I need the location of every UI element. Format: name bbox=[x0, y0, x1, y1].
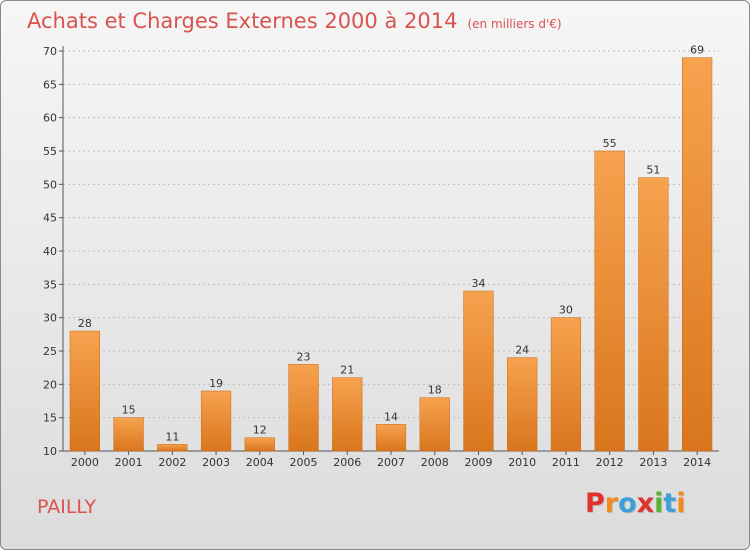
x-tick-label-2010: 2010 bbox=[508, 456, 536, 469]
x-tick-label-2005: 2005 bbox=[290, 456, 318, 469]
x-tick-label-2001: 2001 bbox=[115, 456, 143, 469]
y-tick-label: 25 bbox=[43, 345, 57, 358]
x-tick-label-2002: 2002 bbox=[158, 456, 186, 469]
y-tick-label: 20 bbox=[43, 378, 57, 391]
bar-2001 bbox=[113, 417, 144, 452]
logo-letter: x bbox=[636, 488, 655, 519]
value-label-2006: 21 bbox=[340, 364, 354, 377]
value-label-2013: 51 bbox=[646, 164, 660, 177]
value-label-2010: 24 bbox=[515, 344, 529, 357]
x-tick-label-2009: 2009 bbox=[464, 456, 492, 469]
logo-letter: o bbox=[618, 488, 637, 519]
x-tick-label-2008: 2008 bbox=[421, 456, 449, 469]
bar-2008 bbox=[419, 397, 450, 452]
value-label-2007: 14 bbox=[384, 410, 398, 423]
y-tick-label: 55 bbox=[43, 145, 57, 158]
y-tick-label: 45 bbox=[43, 212, 57, 225]
bar-2013 bbox=[638, 177, 669, 452]
y-tick-label: 50 bbox=[43, 178, 57, 191]
y-tick-label: 60 bbox=[43, 112, 57, 125]
data-labels: 28 15 11 19 12 23 21 14 18 34 24 30 55 51 69 bbox=[78, 44, 704, 444]
logo-letter: P bbox=[585, 488, 605, 519]
x-tick-label-2011: 2011 bbox=[552, 456, 580, 469]
x-tick-label-2000: 2000 bbox=[71, 456, 99, 469]
value-label-2003: 19 bbox=[209, 377, 223, 390]
y-tick-label: 30 bbox=[43, 312, 57, 325]
value-label-2002: 11 bbox=[165, 430, 179, 443]
value-label-2000: 28 bbox=[78, 317, 92, 330]
logo-letter: i bbox=[654, 488, 664, 519]
chart-title-text: Achats et Charges Externes 2000 à 2014 bbox=[27, 9, 458, 33]
value-label-2014: 69 bbox=[690, 44, 704, 57]
y-tick-label: 70 bbox=[43, 45, 57, 58]
bar-2005 bbox=[288, 364, 319, 452]
x-tick-label-2004: 2004 bbox=[246, 456, 274, 469]
logo-letter: r bbox=[604, 488, 619, 519]
bar-2003 bbox=[200, 390, 232, 452]
y-tick-label: 15 bbox=[43, 412, 57, 425]
bars bbox=[69, 57, 713, 452]
bar-2011 bbox=[550, 317, 582, 452]
x-tick-label-2013: 2013 bbox=[639, 456, 667, 469]
bar-2010 bbox=[507, 357, 538, 452]
bar-2009 bbox=[463, 290, 494, 452]
bar-2002 bbox=[157, 444, 188, 452]
value-label-2001: 15 bbox=[122, 404, 136, 417]
value-label-2012: 55 bbox=[603, 137, 617, 150]
bar-2006 bbox=[332, 377, 363, 452]
bar-2004 bbox=[244, 437, 275, 452]
chart-title: Achats et Charges Externes 2000 à 2014 (e… bbox=[27, 9, 562, 33]
x-tick-label-2003: 2003 bbox=[202, 456, 230, 469]
logo-letter: t bbox=[663, 488, 677, 519]
logo-letter: i bbox=[676, 488, 686, 519]
value-label-2005: 23 bbox=[297, 350, 311, 363]
y-tick-label: 40 bbox=[43, 245, 57, 258]
y-tick-label: 10 bbox=[43, 445, 57, 458]
chart-subtitle: (en milliers d'€) bbox=[467, 17, 562, 31]
x-tick-label-2012: 2012 bbox=[596, 456, 624, 469]
bar-2000 bbox=[69, 330, 100, 452]
x-tick-label-2006: 2006 bbox=[333, 456, 361, 469]
value-label-2008: 18 bbox=[428, 384, 442, 397]
value-label-2009: 34 bbox=[471, 277, 485, 290]
y-tick-label: 35 bbox=[43, 278, 57, 291]
proxiti-logo: Proxiti bbox=[585, 488, 686, 519]
value-label-2011: 30 bbox=[559, 304, 573, 317]
bar-2007 bbox=[375, 424, 407, 452]
x-tick-label-2014: 2014 bbox=[683, 456, 711, 469]
bar-2014 bbox=[682, 57, 713, 452]
bar-2012 bbox=[594, 150, 625, 452]
y-tick-label: 65 bbox=[43, 78, 57, 91]
value-label-2004: 12 bbox=[253, 424, 267, 437]
commune-name: PAILLY bbox=[37, 496, 97, 518]
x-tick-label-2007: 2007 bbox=[377, 456, 405, 469]
